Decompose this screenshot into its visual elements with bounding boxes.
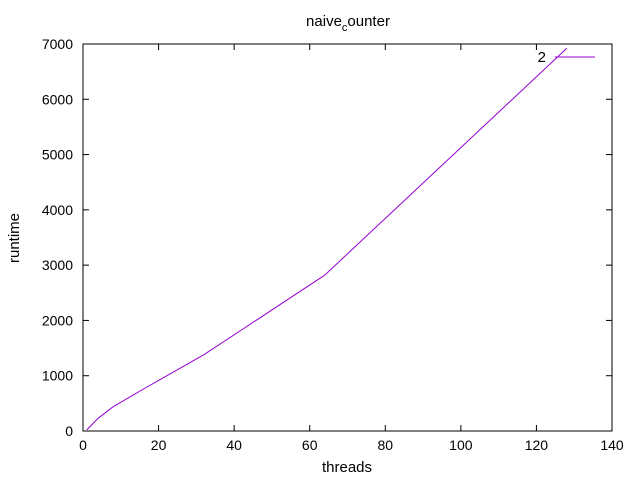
plot-frame: [82, 43, 613, 432]
x-axis-label: threads: [322, 459, 372, 476]
y-tick-label: 0: [65, 423, 73, 439]
x-tick-label: 80: [377, 437, 393, 453]
chart-title: naivecounter: [306, 13, 390, 34]
x-tick-label: 20: [151, 437, 167, 453]
x-tick-label: 40: [226, 437, 242, 453]
x-tick-label: 100: [449, 437, 473, 453]
y-tick-label: 7000: [42, 36, 73, 52]
y-tick-label: 1000: [42, 368, 73, 384]
x-tick-label: 120: [525, 437, 549, 453]
y-axis-ticks: 0 1000 2000 3000 4000 5000 6000 7000: [42, 36, 612, 439]
y-tick-label: 6000: [42, 91, 73, 107]
legend-label: 2: [538, 49, 546, 66]
y-tick-label: 5000: [42, 147, 73, 163]
series-layer: [86, 48, 568, 431]
y-tick-label: 4000: [42, 202, 73, 218]
chart-title-main: naive: [306, 13, 342, 30]
x-tick-label: 0: [79, 437, 87, 453]
series-line: [86, 48, 568, 431]
x-axis-ticks: 0 20 40 60 80 100 120 140: [79, 44, 624, 453]
y-tick-label: 3000: [42, 257, 73, 273]
chart-title-subscript: c: [342, 22, 348, 34]
legend: 2: [538, 49, 595, 66]
x-tick-label: 140: [600, 437, 624, 453]
chart-title-rest: ounter: [347, 13, 390, 30]
x-tick-label: 60: [302, 437, 318, 453]
y-tick-label: 2000: [42, 312, 73, 328]
y-axis-label: runtime: [6, 213, 23, 263]
